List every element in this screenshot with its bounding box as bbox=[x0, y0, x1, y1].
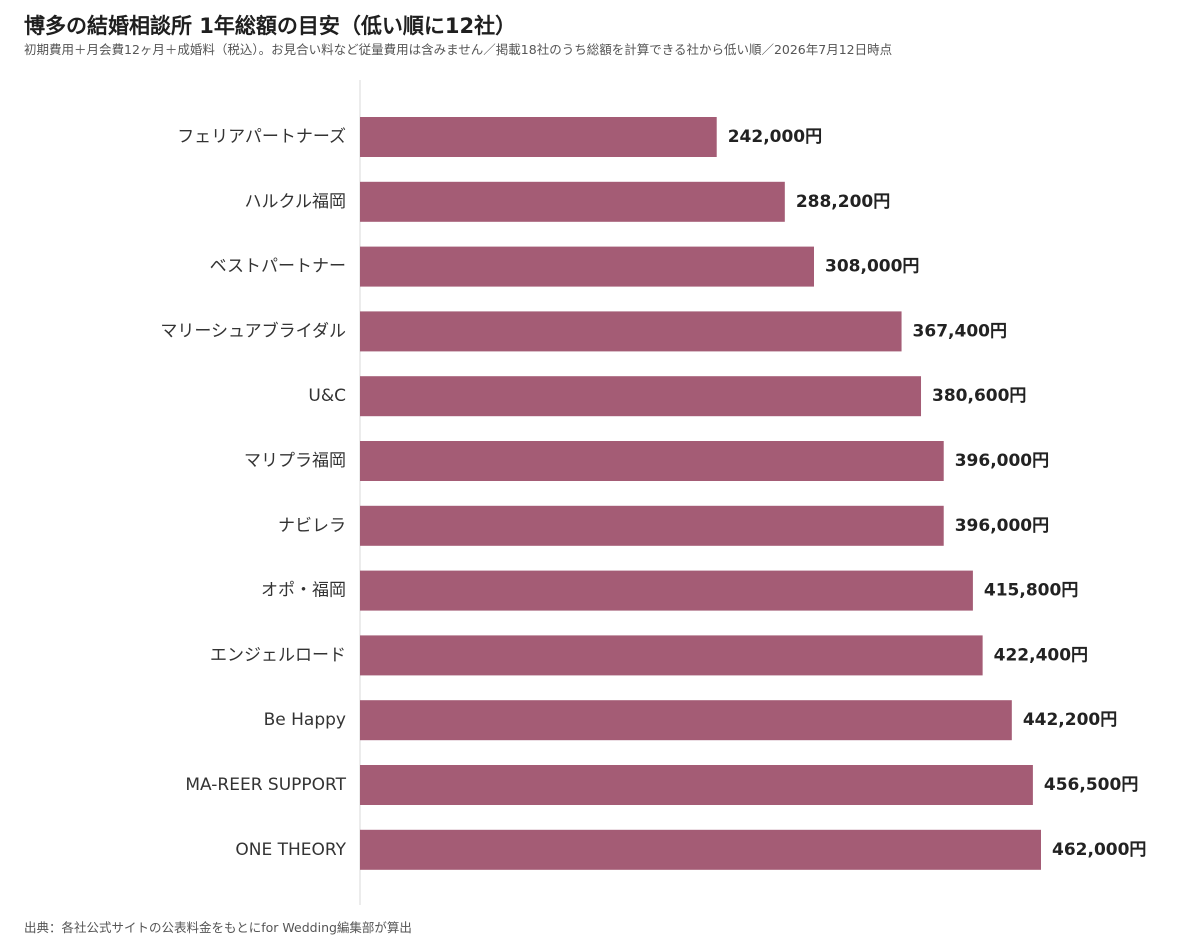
category-label: ハルクル福岡 bbox=[245, 192, 347, 212]
category-label: マリーシュアブライダル bbox=[160, 320, 346, 341]
value-label: 367,400円 bbox=[913, 321, 1007, 341]
bar bbox=[360, 765, 1033, 805]
category-label: MA-REER SUPPORT bbox=[185, 775, 346, 795]
category-label: ONE THEORY bbox=[235, 840, 346, 860]
bar bbox=[360, 246, 814, 287]
category-label: マリプラ福岡 bbox=[244, 451, 346, 471]
value-label: 242,000円 bbox=[728, 127, 822, 147]
value-label: 456,500円 bbox=[1044, 775, 1138, 795]
category-label: エンジェルロード bbox=[210, 645, 346, 665]
category-label: フェリアパートナーズ bbox=[177, 127, 346, 147]
category-label: U&C bbox=[308, 386, 346, 406]
value-label: 462,000円 bbox=[1052, 840, 1146, 860]
value-label: 442,200円 bbox=[1023, 710, 1117, 730]
value-label: 415,800円 bbox=[984, 581, 1078, 601]
chart-title: 博多の結婚相談所 1年総額の目安（低い順に12社） bbox=[24, 14, 517, 38]
bar bbox=[360, 829, 1041, 870]
category-label: ナビレラ bbox=[278, 516, 346, 536]
value-label: 396,000円 bbox=[955, 516, 1049, 536]
bar bbox=[360, 117, 717, 157]
bar bbox=[360, 376, 922, 417]
value-label: 380,600円 bbox=[932, 386, 1026, 406]
category-label: オポ・福岡 bbox=[261, 581, 346, 601]
value-label: 288,200円 bbox=[796, 192, 890, 212]
bar bbox=[360, 505, 944, 546]
value-label: 396,000円 bbox=[955, 451, 1049, 471]
category-label: Be Happy bbox=[264, 710, 346, 730]
source-note: 出典：各社公式サイトの公表料金をもとにfor Wedding編集部が算出 bbox=[24, 920, 412, 935]
chart-subtitle: 初期費用＋月会費12ヶ月＋成婚料（税込）。お見合い料など従量費用は含みません／掲… bbox=[24, 42, 893, 57]
bar bbox=[360, 635, 983, 676]
bar bbox=[360, 311, 902, 352]
value-label: 422,400円 bbox=[994, 645, 1088, 665]
bar bbox=[360, 441, 944, 481]
category-label: ベストパートナー bbox=[210, 257, 346, 277]
bar bbox=[360, 570, 973, 611]
bar bbox=[360, 181, 785, 222]
value-label: 308,000円 bbox=[825, 257, 919, 277]
bar bbox=[360, 700, 1012, 741]
